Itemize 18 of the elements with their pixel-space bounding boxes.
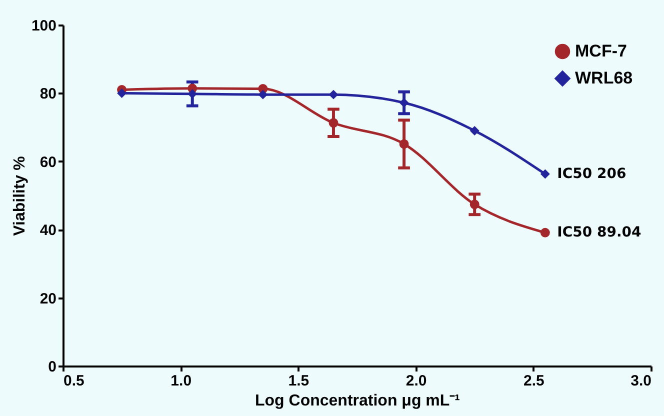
annotation: IC50 206	[557, 166, 626, 182]
x-tick-label: 0.5	[64, 372, 84, 390]
legend-label: WRL68	[575, 68, 633, 88]
y-axis-title: Viability %	[11, 156, 28, 236]
x-tick-label: 1.0	[170, 372, 192, 390]
x-tick-label: 3.0	[630, 372, 652, 390]
x-axis-title: Log Concentration μg mL⁻¹	[255, 392, 460, 410]
y-tick-label: 80	[40, 86, 56, 103]
legend-label: MCF-7	[575, 42, 627, 60]
x-tick-label: 2.5	[523, 372, 544, 390]
annotation: IC50 89.04	[557, 224, 642, 241]
y-tick-label: 100	[31, 18, 56, 34]
y-tick-label: 20	[40, 290, 56, 308]
y-tick-label: 60	[40, 154, 56, 171]
y-tick-label: 40	[40, 222, 56, 240]
x-tick-label: 1.5	[288, 372, 310, 390]
y-tick-label: 0	[48, 358, 56, 376]
x-tick-label: 2.0	[406, 372, 427, 390]
